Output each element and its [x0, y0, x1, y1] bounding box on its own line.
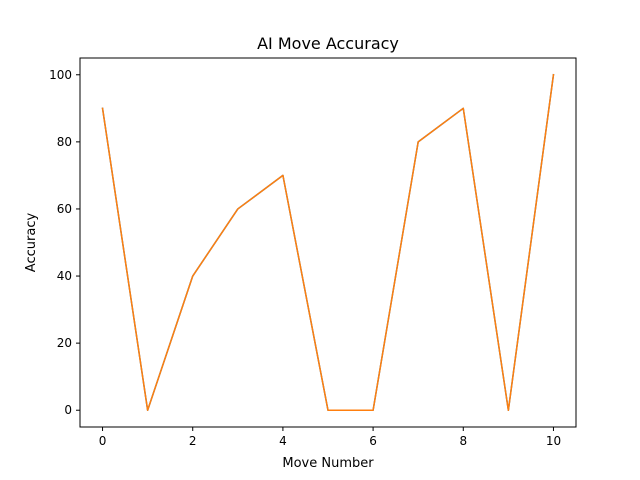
series-layer	[101, 73, 555, 411]
x-tick-label: 4	[279, 434, 287, 448]
y-axis-ticks: 0 20 40 60 80 100	[49, 68, 80, 417]
x-tick-label: 8	[459, 434, 467, 448]
y-axis-label: Accuracy	[24, 213, 39, 273]
y-tick-label: 40	[57, 269, 72, 283]
y-tick-label: 100	[49, 68, 72, 82]
y-tick-label: 80	[57, 135, 72, 149]
y-tick-label: 20	[57, 336, 72, 350]
x-tick-label: 2	[189, 434, 197, 448]
x-tick-label: 0	[99, 434, 107, 448]
x-axis-ticks: 0 2 4 6 8 10	[99, 427, 561, 448]
chart-title: AI Move Accuracy	[257, 34, 399, 53]
plot-frame	[79, 57, 577, 428]
x-axis-label: Move Number	[282, 456, 374, 471]
x-tick-label: 10	[546, 434, 561, 448]
y-tick-label: 60	[57, 202, 72, 216]
x-tick-label: 6	[369, 434, 377, 448]
y-tick-label: 0	[64, 403, 72, 417]
series-line-2	[101, 73, 555, 411]
